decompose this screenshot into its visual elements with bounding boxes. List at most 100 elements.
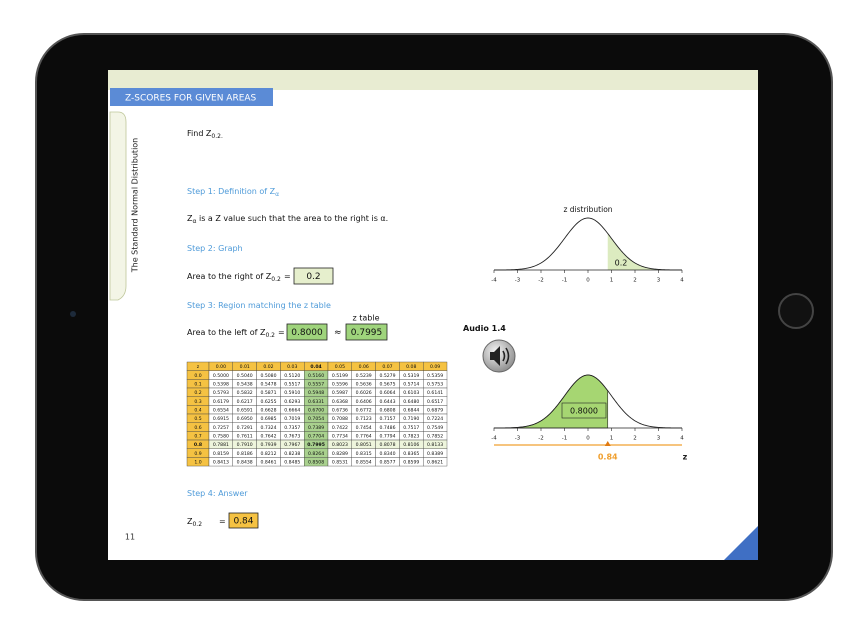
table-text: 0.6064	[379, 390, 395, 396]
header-title: Z-SCORES FOR GIVEN AREAS	[125, 93, 257, 103]
area-label: 0.8000	[570, 407, 598, 416]
text-run: Step 4: Answer	[187, 489, 248, 498]
step3-value-box	[286, 323, 328, 341]
subscript: α	[192, 218, 196, 225]
cutoff-marker	[604, 441, 611, 446]
tick-label: -2	[538, 278, 543, 284]
table-text: 1.0	[194, 460, 201, 466]
area-label-box	[561, 402, 607, 419]
table-text: 0.5080	[260, 373, 276, 379]
table-text: 0.00	[216, 364, 226, 370]
sidebar-title: The Standard Normal Distribution	[131, 138, 140, 274]
tick-label: -2	[538, 436, 543, 442]
home-button[interactable]	[778, 293, 814, 329]
table-text: 0.6406	[356, 399, 372, 405]
table-text: 0.5753	[427, 381, 443, 387]
table-text: 0.8078	[379, 442, 395, 448]
table-text: 0.8106	[403, 442, 419, 448]
area-label: 0.2	[615, 259, 628, 268]
table-text: 0.7642	[260, 433, 276, 439]
table-text: 0.5832	[237, 390, 253, 396]
table-text: 0.5793	[213, 390, 229, 396]
text-run: ≈	[334, 328, 342, 338]
table-text: 0.5675	[379, 381, 395, 387]
table-text: 0.5000	[213, 373, 229, 379]
table-text: 0.7123	[356, 416, 372, 422]
table-text: 0.2	[194, 390, 201, 396]
table-text: 0.6950	[237, 416, 253, 422]
table-text: 0.5948	[308, 390, 324, 396]
text-run: Step 2: Graph	[187, 244, 243, 253]
problem: Find Z0.2.	[187, 129, 223, 141]
cutoff-label: 0.84	[598, 453, 618, 462]
speaker-glyph	[490, 346, 500, 366]
table-text: 0.5398	[213, 381, 229, 387]
table-text: 0.5199	[332, 373, 348, 379]
table-text: 0.7549	[427, 425, 443, 431]
table-text: 0.7054	[308, 416, 324, 422]
audio-button[interactable]	[482, 339, 516, 373]
step2-value: 0.2	[306, 272, 320, 282]
table-text: 0.8554	[356, 460, 372, 466]
table-text: 0.5040	[237, 373, 253, 379]
table-text: 0.8264	[308, 451, 324, 457]
tick-label: -4	[491, 436, 497, 442]
subscript: 0.2	[192, 521, 202, 528]
table-text: 0.6517	[427, 399, 443, 405]
text-run: Z	[187, 214, 193, 223]
table-text: 0.6591	[237, 407, 253, 413]
screen	[108, 70, 758, 560]
text-run: =	[284, 272, 291, 281]
table-text: 0.5319	[403, 373, 419, 379]
header-banner	[110, 88, 273, 106]
table-text: 0.7291	[237, 425, 253, 431]
tick-label: 4	[680, 436, 684, 442]
table-text: 0.7852	[427, 433, 443, 439]
step3-value: 0.8000	[291, 328, 323, 338]
table-text: 0.5596	[332, 381, 348, 387]
table-text: 0.6554	[213, 407, 229, 413]
table-text: 0.8212	[260, 451, 276, 457]
table-text: 0.6217	[237, 399, 253, 405]
table-text: 0.5438	[237, 381, 253, 387]
page-number: 11	[125, 533, 135, 542]
table-text: 0.02	[263, 364, 273, 370]
table-text: 0.7764	[356, 433, 372, 439]
tick-label: -3	[515, 436, 521, 442]
tick-label: 3	[657, 436, 661, 442]
table-text: 0.7967	[284, 442, 300, 448]
table-text: 0.8051	[356, 442, 372, 448]
text-run: Z	[187, 517, 193, 526]
text-run: Step 1: Definition of Z	[187, 187, 276, 196]
table-text: 0.7881	[213, 442, 229, 448]
text-run: Audio 1.4	[463, 324, 506, 333]
table-text: 0.5160	[308, 373, 324, 379]
table-text: 0.8315	[356, 451, 372, 457]
table-text: 0.8159	[213, 451, 229, 457]
table-text: 0.6736	[332, 407, 348, 413]
table-text: 0.7357	[284, 425, 300, 431]
step3-label: Area to the left of Z0.2	[187, 328, 275, 340]
text-run: Z-SCORES FOR GIVEN AREAS	[125, 93, 257, 103]
table-text: 0.6103	[403, 390, 419, 396]
table-text: 0.6628	[260, 407, 276, 413]
axis-label: z	[683, 453, 688, 462]
step3-eq: =	[278, 328, 285, 337]
table-text: 0.6808	[379, 407, 395, 413]
table-text: 0.7224	[427, 416, 443, 422]
table-text: 0.6255	[260, 399, 276, 405]
table-text: 0.09	[430, 364, 440, 370]
table-text: 0.6700	[308, 407, 324, 413]
table-text: 0.7088	[332, 416, 348, 422]
table-text: 0.7734	[332, 433, 348, 439]
table-text: 0.7	[194, 433, 201, 439]
table-text: 0.5910	[284, 390, 300, 396]
step4-eq: =	[219, 517, 226, 526]
table-text: 0.8365	[403, 451, 419, 457]
step2-label: Area to the right of Z0.2	[187, 272, 281, 284]
text-run: Area to the left of Z	[187, 328, 266, 337]
table-text: 0.7324	[260, 425, 276, 431]
table-text: 0.8340	[379, 451, 395, 457]
tick-label: -4	[491, 278, 497, 284]
table-text: 0.0	[194, 373, 201, 379]
